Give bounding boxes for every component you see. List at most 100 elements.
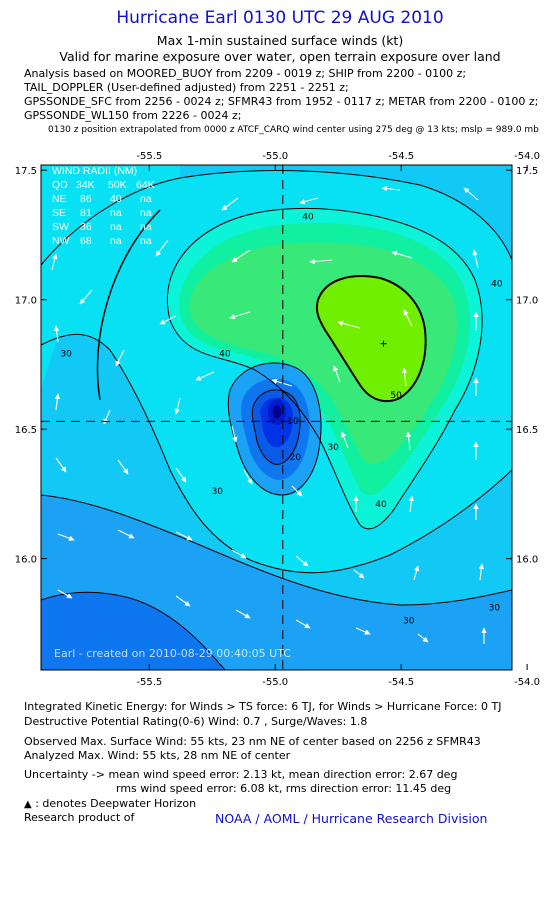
wind-arrow [57,533,75,541]
wind-arrow [408,495,415,513]
observed-line: Observed Max. Surface Wind: 55 kts, 23 n… [24,735,481,748]
analysis-line: GPSSONDE_WL150 from 2226 - 0024 z; [24,109,242,122]
deepwater-horizon-icon: ▲ [24,799,32,810]
wind-radii-cell: 40 [110,193,122,205]
x-tick-label-bottom: -54.5 [388,677,414,688]
legend-text: : denotes Deepwater Horizon [35,797,197,810]
chart-subtitle: Max 1-min sustained surface winds (kt) [156,33,404,48]
wind-radii-header-34k: 34K [76,179,95,191]
wind-radii-cell: na [110,207,122,219]
wind-arrow [51,253,58,271]
max-wind-marker [380,340,387,347]
wind-arrow [231,249,251,263]
x-tick-label-top: -54.0 [514,151,540,162]
wind-arrow [175,595,191,607]
wind-arrow [55,457,67,473]
wind-radii-cell: na [140,207,152,219]
wind-radii-header-50k: 50K [108,179,127,191]
wind-arrow [391,250,413,259]
wind-radii-header-qd: QD [52,179,68,191]
wind-radii-cell: na [110,235,122,247]
wind-arrow [174,397,181,415]
contour-label: 30 [60,350,72,360]
wind-arrow [79,289,93,305]
wind-arrow [341,431,349,449]
field-50-55 [316,276,426,402]
wind-radii-cell: na [140,193,152,205]
wind-arrow [333,365,341,383]
wind-radii-cell: 86 [80,193,92,205]
contour-40 [166,207,483,530]
wind-arrow [243,469,253,485]
wind-arrow [57,589,73,599]
wind-radii-cell: 68 [80,235,92,247]
y-tick-label-left: 17.0 [15,296,37,307]
created-watermark: Earl - created on 2010-08-29 00:40:05 UT… [54,647,291,660]
y-tick-label-right: 17.0 [516,296,538,307]
wind-radii-cell: NE [52,193,67,205]
wind-radii-cell: 81 [80,207,92,219]
contour-label: 40 [219,350,231,360]
wind-arrow [117,529,135,539]
wind-arrow [221,197,239,211]
x-tick-label-top: -55.0 [262,151,288,162]
contour-10-vortex [251,389,301,465]
field-vortex-eye [272,405,282,419]
wind-arrow [413,565,420,581]
contour-label: 20 [290,453,302,463]
wind-arrow [401,367,408,387]
chart-title: Hurricane Earl 0130 UTC 29 AUG 2010 [116,8,444,28]
x-tick-label-bottom: -55.0 [262,677,288,688]
wind-arrow [235,609,251,619]
uncertainty-line-2: rms wind speed error: 6.08 kt, rms direc… [116,782,452,795]
wind-arrow [463,187,479,201]
wind-arrow [472,249,479,269]
y-tick-label-right: 16.5 [516,425,538,436]
wind-arrow [115,349,125,367]
y-tick-label-right: 16.0 [516,555,538,566]
wind-arrow [353,569,365,579]
wind-arrow [291,485,303,497]
contour-label: 10 [287,417,299,427]
contour-label: 30 [489,603,501,613]
wind-arrow [337,320,361,329]
contour-30-west-bold [96,209,161,401]
analysis-line: Analysis based on MOORED_BUOY from 2209 … [24,67,467,80]
wind-field-chart: 40 40 40 40 50 30 30 30 30 30 20 10 WIND RADII (NM)… [15,151,540,688]
wind-arrow [295,619,311,629]
wind-arrow [295,555,309,567]
ike-line: Integrated Kinetic Energy: for Winds > T… [24,700,502,713]
dpr-line: Destructive Potential Rating(0-6) Wind: … [24,715,368,728]
y-tick-label-right: 17.5 [516,166,538,177]
wind-arrow [231,425,238,443]
wind-radii-cell: SW [52,221,69,233]
wind-arrow [381,185,401,192]
x-tick-label-top: -54.5 [388,151,414,162]
contour-30-far-south [41,494,512,606]
wind-radii-cell: na [140,221,152,233]
wind-arrow [229,311,251,320]
wind-arrow [478,563,485,581]
contour-label: 40 [375,500,387,510]
position-note: 0130 z position extrapolated from 0000 z… [48,125,539,135]
analysis-line: TAIL_DOPPLER (User-defined adjusted) fro… [24,81,349,94]
wind-radii-cell: na [140,235,152,247]
contour-50 [315,275,427,403]
noaa-credit: NOAA / AOML / Hurricane Research Divisio… [215,811,488,826]
wind-arrow [299,197,319,205]
wind-arrow [403,309,413,327]
wind-field [41,165,512,670]
y-tick-label-left: 17.5 [15,166,37,177]
wind-arrow [271,378,293,387]
wind-arrow [417,633,429,643]
contour-20-vortex [227,362,322,496]
wind-arrow [54,393,61,411]
field-10-20-southwest [41,592,225,670]
wind-arrow [175,467,187,483]
wind-arrow [175,531,193,541]
valid-note: Valid for marine exposure over water, op… [59,49,501,64]
contour-label: 40 [491,280,503,290]
contour-label: 40 [302,212,314,222]
field-band-nw [41,165,180,390]
x-tick-label-top: -55.5 [136,151,162,162]
